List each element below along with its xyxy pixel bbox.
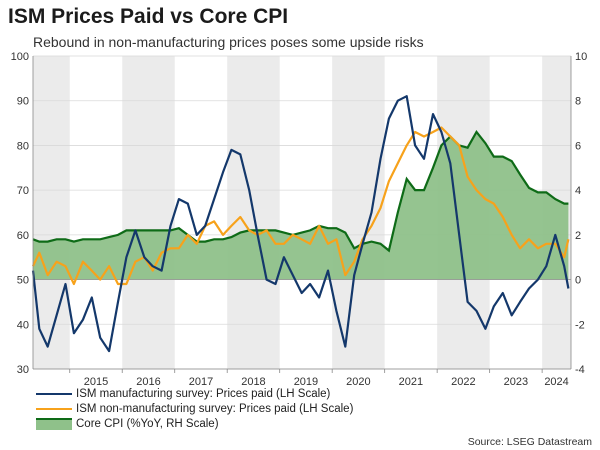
x-tick-label: 2017 <box>189 376 213 388</box>
x-tick-label: 2021 <box>399 376 423 388</box>
y-left-tick-label: 90 <box>17 96 29 108</box>
y-left-tick-label: 30 <box>17 364 29 376</box>
chart-title: ISM Prices Paid vs Core CPI <box>8 5 289 28</box>
y-right-tick-label: 10 <box>575 51 587 63</box>
y-right-tick-label: 2 <box>575 230 581 242</box>
source-note: Source: LSEG Datastream <box>467 436 592 448</box>
chart-legend: ISM manufacturing survey: Prices paid (L… <box>36 386 353 431</box>
legend-label-core-cpi: Core CPI (%YoY, RH Scale) <box>76 417 219 430</box>
legend-swatch-core-cpi <box>36 417 72 430</box>
x-tick-label: 2015 <box>84 376 108 388</box>
x-tick-label: 2020 <box>346 376 370 388</box>
legend-item-manufacturing: ISM manufacturing survey: Prices paid (L… <box>36 386 353 401</box>
y-right-tick-label: 4 <box>575 185 581 197</box>
legend-label-non-manufacturing: ISM non-manufacturing survey: Prices pai… <box>76 402 354 415</box>
y-left-tick-label: 60 <box>17 230 29 242</box>
y-right-tick-label: 8 <box>575 96 581 108</box>
y-left-tick-label: 100 <box>11 51 29 63</box>
ism-manufacturing-line <box>31 95 570 353</box>
legend-swatch-non-manufacturing <box>36 403 72 415</box>
core-cpi-line <box>32 130 569 253</box>
year-band <box>33 56 70 369</box>
y-right-tick-label: -2 <box>575 319 585 331</box>
x-tick-label: 2018 <box>241 376 265 388</box>
y-left-tick-label: 50 <box>17 275 29 287</box>
x-tick-label: 2023 <box>504 376 528 388</box>
legend-label-manufacturing: ISM manufacturing survey: Prices paid (L… <box>76 387 331 400</box>
legend-swatch-manufacturing <box>36 388 72 400</box>
chart-subtitle: Rebound in non-manufacturing prices pose… <box>33 34 424 50</box>
core-cpi-area <box>33 132 569 280</box>
y-left-tick-label: 70 <box>17 185 29 197</box>
x-tick-label: 2016 <box>136 376 160 388</box>
y-right-tick-label: -4 <box>575 364 585 376</box>
legend-item-non-manufacturing: ISM non-manufacturing survey: Prices pai… <box>36 401 353 416</box>
y-right-tick-label: 6 <box>575 140 581 152</box>
x-tick-label: 2022 <box>451 376 475 388</box>
y-left-tick-label: 40 <box>17 319 29 331</box>
y-left-tick-label: 80 <box>17 140 29 152</box>
year-band <box>332 56 385 369</box>
year-band <box>122 56 175 369</box>
x-tick-label: 2019 <box>294 376 318 388</box>
x-tick-label: 2024 <box>544 376 568 388</box>
legend-item-core-cpi: Core CPI (%YoY, RH Scale) <box>36 416 353 431</box>
y-right-tick-label: 0 <box>575 275 581 287</box>
